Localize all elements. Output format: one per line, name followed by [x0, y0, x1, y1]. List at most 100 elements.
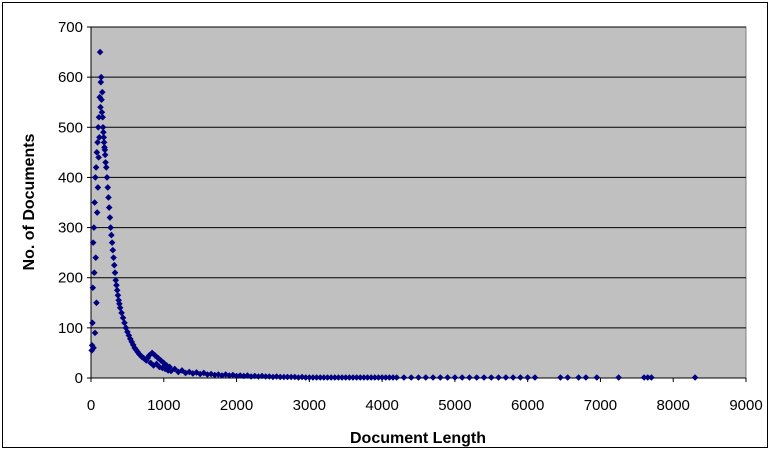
y-tick-label: 600 [58, 69, 83, 86]
data-point [338, 374, 346, 381]
data-point [91, 199, 98, 206]
y-tick-label: 400 [58, 169, 83, 186]
data-point [262, 373, 269, 380]
x-tick-label: 5000 [438, 397, 471, 414]
data-point [166, 363, 173, 371]
data-point [316, 374, 324, 381]
data-point [164, 367, 172, 374]
data-point [143, 357, 150, 364]
data-point [407, 374, 415, 381]
x-tick-label: 9000 [729, 397, 762, 414]
data-point [116, 304, 124, 312]
data-point [309, 374, 317, 381]
data-point [107, 224, 114, 231]
data-point [320, 374, 328, 381]
data-point [255, 373, 262, 380]
x-tick-label: 8000 [657, 397, 690, 414]
data-point [691, 374, 699, 381]
data-point [100, 134, 108, 141]
data-point [335, 374, 342, 381]
x-axis-title: Document Length [350, 430, 486, 447]
data-point [517, 374, 524, 381]
data-point [99, 113, 106, 121]
data-point [147, 359, 154, 367]
data-point [113, 281, 120, 289]
data-point [437, 374, 444, 381]
x-tick-label: 2000 [220, 397, 253, 414]
data-point [106, 214, 114, 221]
data-point [200, 369, 208, 377]
x-tick-label: 6000 [511, 397, 544, 414]
data-point [225, 372, 233, 379]
data-point [127, 335, 134, 343]
data-point [92, 164, 100, 171]
data-point [131, 344, 138, 352]
data-point [480, 374, 488, 381]
data-point [378, 374, 386, 381]
data-point [185, 368, 193, 376]
data-point [196, 370, 204, 378]
data-point [280, 373, 288, 381]
data-point [509, 374, 517, 381]
data-point [111, 269, 119, 276]
data-point [94, 184, 102, 191]
data-point [648, 374, 655, 381]
data-point [156, 363, 163, 371]
data-point [92, 254, 100, 261]
data-point [110, 261, 118, 269]
data-point [93, 299, 100, 307]
data-point [144, 354, 152, 362]
data-point [112, 276, 120, 284]
data-point [150, 362, 157, 369]
data-point [276, 373, 284, 381]
data-point [91, 329, 99, 337]
data-point [393, 374, 400, 381]
data-point [331, 374, 339, 381]
data-point [247, 373, 255, 380]
data-point [582, 374, 590, 381]
y-tick-label: 0 [75, 370, 83, 387]
data-point [313, 374, 320, 381]
data-point [108, 231, 115, 239]
data-point [103, 174, 111, 181]
data-point [444, 374, 451, 381]
data-point [153, 360, 160, 368]
data-point [92, 174, 99, 181]
data-point [389, 374, 397, 381]
data-point [93, 209, 101, 216]
data-point [204, 371, 211, 378]
y-tick-label: 200 [58, 270, 83, 287]
data-point [287, 373, 295, 381]
data-point [346, 374, 353, 381]
data-point [100, 129, 107, 136]
data-point [189, 370, 197, 377]
data-point [114, 291, 122, 299]
data-point [97, 78, 105, 86]
data-point [154, 354, 162, 362]
data-point [451, 374, 459, 381]
data-point [90, 344, 97, 352]
data-point [100, 139, 108, 146]
data-point [240, 372, 248, 380]
plot-area [90, 26, 747, 379]
data-point [375, 374, 382, 381]
data-point [151, 352, 159, 359]
data-point [524, 374, 531, 381]
data-point [564, 374, 571, 381]
x-tick-label: 7000 [584, 397, 617, 414]
data-point [167, 367, 175, 375]
data-point [215, 371, 222, 378]
data-point [98, 96, 105, 104]
data-point [101, 151, 109, 159]
data-point [163, 362, 170, 369]
data-point [458, 374, 466, 381]
data-point [129, 341, 137, 349]
data-point [105, 194, 112, 201]
data-point [89, 284, 97, 292]
y-tick-label: 700 [58, 19, 83, 36]
data-point [89, 239, 97, 246]
data-point [349, 374, 357, 381]
data-point [364, 374, 371, 381]
